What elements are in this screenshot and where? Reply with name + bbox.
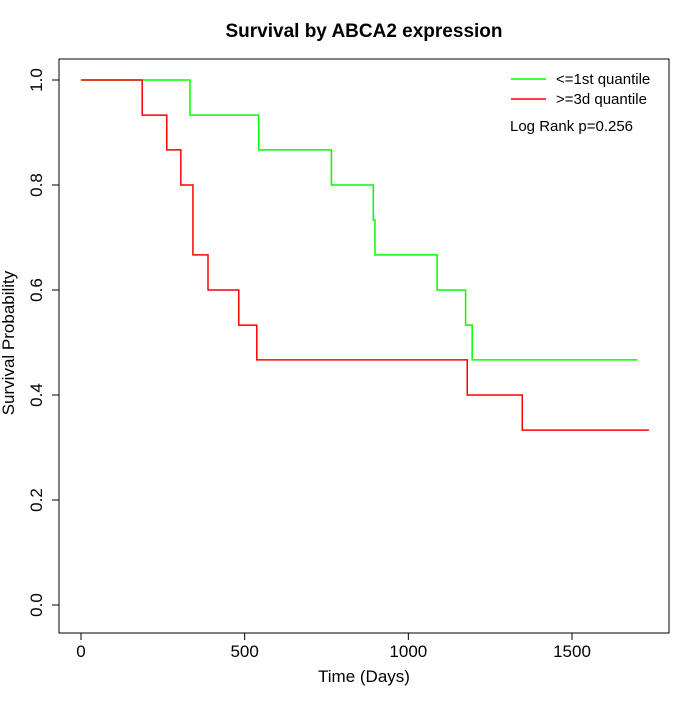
y-tick-label: 0.2 bbox=[27, 488, 46, 512]
series-layer bbox=[81, 79, 649, 431]
x-tick-label: 1000 bbox=[389, 642, 427, 661]
log-rank-annotation: Log Rank p=0.256 bbox=[510, 118, 633, 135]
x-tick-label: 1500 bbox=[553, 642, 591, 661]
y-tick-label: 1.0 bbox=[27, 68, 46, 92]
y-tick-label: 0.4 bbox=[27, 383, 46, 407]
plot-frame bbox=[58, 58, 670, 634]
series-line-2 bbox=[81, 79, 649, 431]
y-axis-label: Survival Probability bbox=[0, 270, 18, 415]
x-tick-label: 500 bbox=[230, 642, 258, 661]
legend-label-series-1: <=1st quantile bbox=[556, 71, 650, 88]
x-tick-label: 0 bbox=[76, 642, 85, 661]
y-axis: 0.0 0.2 0.4 0.6 0.8 1.0 bbox=[27, 68, 60, 617]
y-tick-label: 0.6 bbox=[27, 278, 46, 302]
chart-title: Survival by ABCA2 expression bbox=[225, 21, 502, 42]
legend-label-series-2: >=3d quantile bbox=[556, 91, 647, 108]
x-axis-label: Time (Days) bbox=[318, 667, 410, 686]
x-axis: 0 500 1000 1500 bbox=[76, 632, 591, 661]
legend: <=1st quantile >=3d quantile bbox=[511, 71, 650, 108]
series-line-1 bbox=[81, 79, 638, 361]
y-tick-label: 0.8 bbox=[27, 173, 46, 197]
y-tick-label: 0.0 bbox=[27, 593, 46, 617]
